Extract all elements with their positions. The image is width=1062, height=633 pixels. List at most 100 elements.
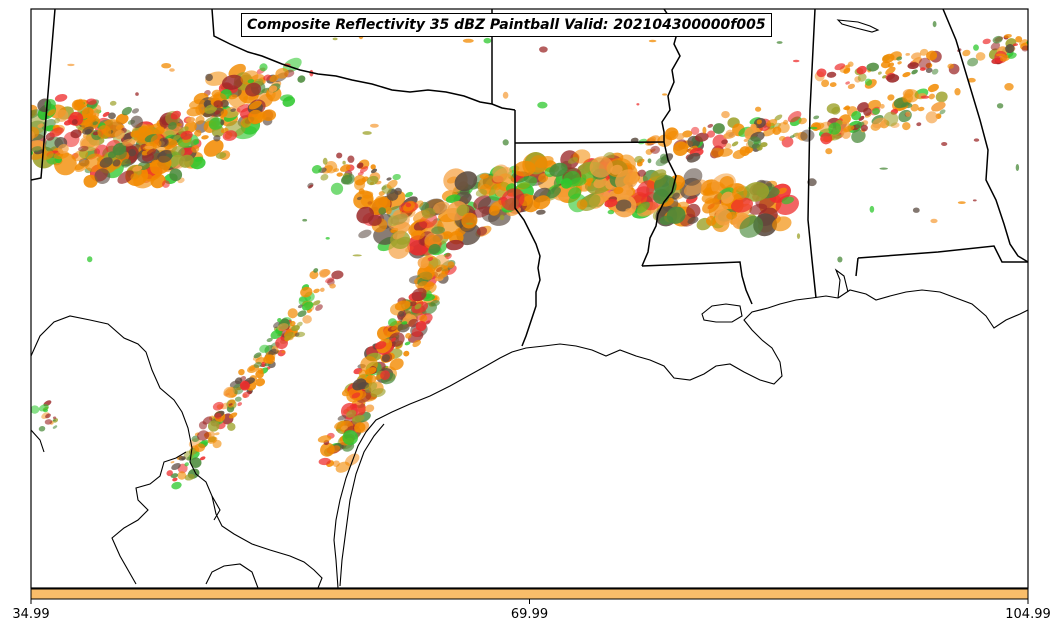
reflectivity-blob (405, 191, 413, 198)
reflectivity-cell (869, 205, 875, 213)
reflectivity-blob (576, 161, 594, 175)
reflectivity-cell (807, 178, 817, 187)
reflectivity-blob (901, 102, 910, 108)
reflectivity-blob (223, 386, 235, 398)
reflectivity-blob (108, 112, 116, 120)
reflectivity-blob (83, 174, 98, 188)
mexico-state-line-west (31, 429, 45, 453)
reflectivity-cell (205, 73, 213, 82)
reflectivity-blob (315, 304, 323, 311)
reflectivity-blob (317, 435, 332, 443)
reflectivity-blob (567, 157, 579, 164)
reflectivity-blob (897, 61, 902, 65)
reflectivity-blob (673, 141, 689, 156)
reflectivity-cell (702, 126, 707, 134)
reflectivity-blob (409, 301, 417, 307)
reflectivity-blob (131, 108, 140, 114)
reflectivity-blob (615, 169, 639, 191)
reflectivity-cell (362, 131, 372, 135)
reflectivity-blob (813, 115, 820, 120)
reflectivity-blob (121, 158, 131, 168)
reflectivity-cell (930, 218, 938, 224)
colorbar-tick-label-max: 104.99 (1005, 607, 1051, 622)
reflectivity-blob (19, 150, 28, 159)
reflectivity-blob (447, 261, 455, 269)
reflectivity-blob (918, 57, 931, 70)
reflectivity-cell (462, 38, 474, 43)
mississippi-river (641, 9, 681, 267)
reflectivity-blob (166, 470, 173, 477)
reflectivity-blob (146, 148, 157, 156)
reflectivity-blob (342, 430, 358, 446)
reflectivity-blob (362, 191, 374, 199)
reflectivity-blob (905, 111, 911, 117)
reflectivity-blob (227, 422, 236, 431)
reflectivity-blob (405, 332, 412, 339)
oklahoma-panhandle-border (31, 9, 56, 181)
reflectivity-blob (259, 63, 268, 72)
reflectivity-blob (45, 413, 51, 419)
reflectivity-cell (625, 208, 636, 213)
reflectivity-blob (1015, 36, 1023, 43)
reflectivity-blob (492, 167, 513, 183)
reflectivity-blob (277, 323, 289, 332)
reflectivity-blob (726, 211, 738, 220)
reflectivity-blob (863, 107, 872, 116)
reflectivity-blob (81, 107, 94, 119)
reflectivity-blob (445, 252, 452, 260)
reflectivity-cell (755, 106, 762, 112)
reflectivity-blob (247, 79, 255, 84)
reflectivity-blob (196, 430, 210, 441)
reflectivity-blob (781, 196, 794, 205)
reflectivity-blob (356, 206, 375, 224)
reflectivity-blob (253, 361, 262, 368)
reflectivity-blob (820, 132, 833, 145)
reflectivity-blob (339, 164, 351, 172)
reflectivity-blob (829, 82, 837, 88)
reflectivity-blob (213, 134, 221, 142)
reflectivity-blob (401, 321, 408, 325)
reflectivity-blob (92, 131, 99, 136)
reflectivity-blob (374, 195, 388, 208)
oklahoma-texas-red-river (211, 9, 516, 111)
reflectivity-blob (415, 320, 427, 332)
reflectivity-blob (886, 73, 900, 83)
reflectivity-blob (712, 123, 725, 134)
reflectivity-blob (243, 95, 249, 101)
reflectivity-blob (208, 117, 224, 130)
reflectivity-blob (931, 68, 939, 75)
colorbar-tick-label-mid: 69.99 (510, 607, 549, 622)
reflectivity-blob (245, 82, 262, 97)
reflectivity-blob (335, 461, 350, 473)
reflectivity-blob (44, 419, 53, 425)
reflectivity-blob (637, 169, 646, 177)
reflectivity-blob (370, 164, 376, 170)
reflectivity-cell (808, 126, 818, 130)
reflectivity-cell (302, 218, 308, 222)
reflectivity-blob (569, 177, 587, 187)
reflectivity-blob (228, 94, 238, 100)
reflectivity-cell (607, 209, 615, 215)
reflectivity-blob (427, 256, 434, 262)
reflectivity-blob (789, 135, 795, 139)
reflectivity-blob (130, 130, 140, 138)
reflectivity-blob (193, 139, 200, 145)
reflectivity-blob (389, 358, 404, 371)
reflectivity-blob (866, 62, 879, 72)
reflectivity-cell (378, 207, 387, 215)
reflectivity-blob (847, 83, 856, 90)
reflectivity-blob (351, 414, 365, 423)
reflectivity-blob (239, 380, 250, 391)
reflectivity-blob (78, 145, 89, 152)
reflectivity-blob (319, 268, 331, 277)
reflectivity-blob (204, 104, 218, 114)
reflectivity-cell (502, 91, 509, 99)
reflectivity-blob (49, 127, 64, 138)
reflectivity-blob (178, 154, 194, 168)
reflectivity-blob (214, 412, 222, 420)
reflectivity-blob (902, 122, 911, 131)
mexico-state-line-1 (111, 451, 187, 585)
reflectivity-blob (266, 337, 273, 342)
reflectivity-blob (739, 215, 764, 238)
reflectivity-cell (973, 138, 980, 142)
